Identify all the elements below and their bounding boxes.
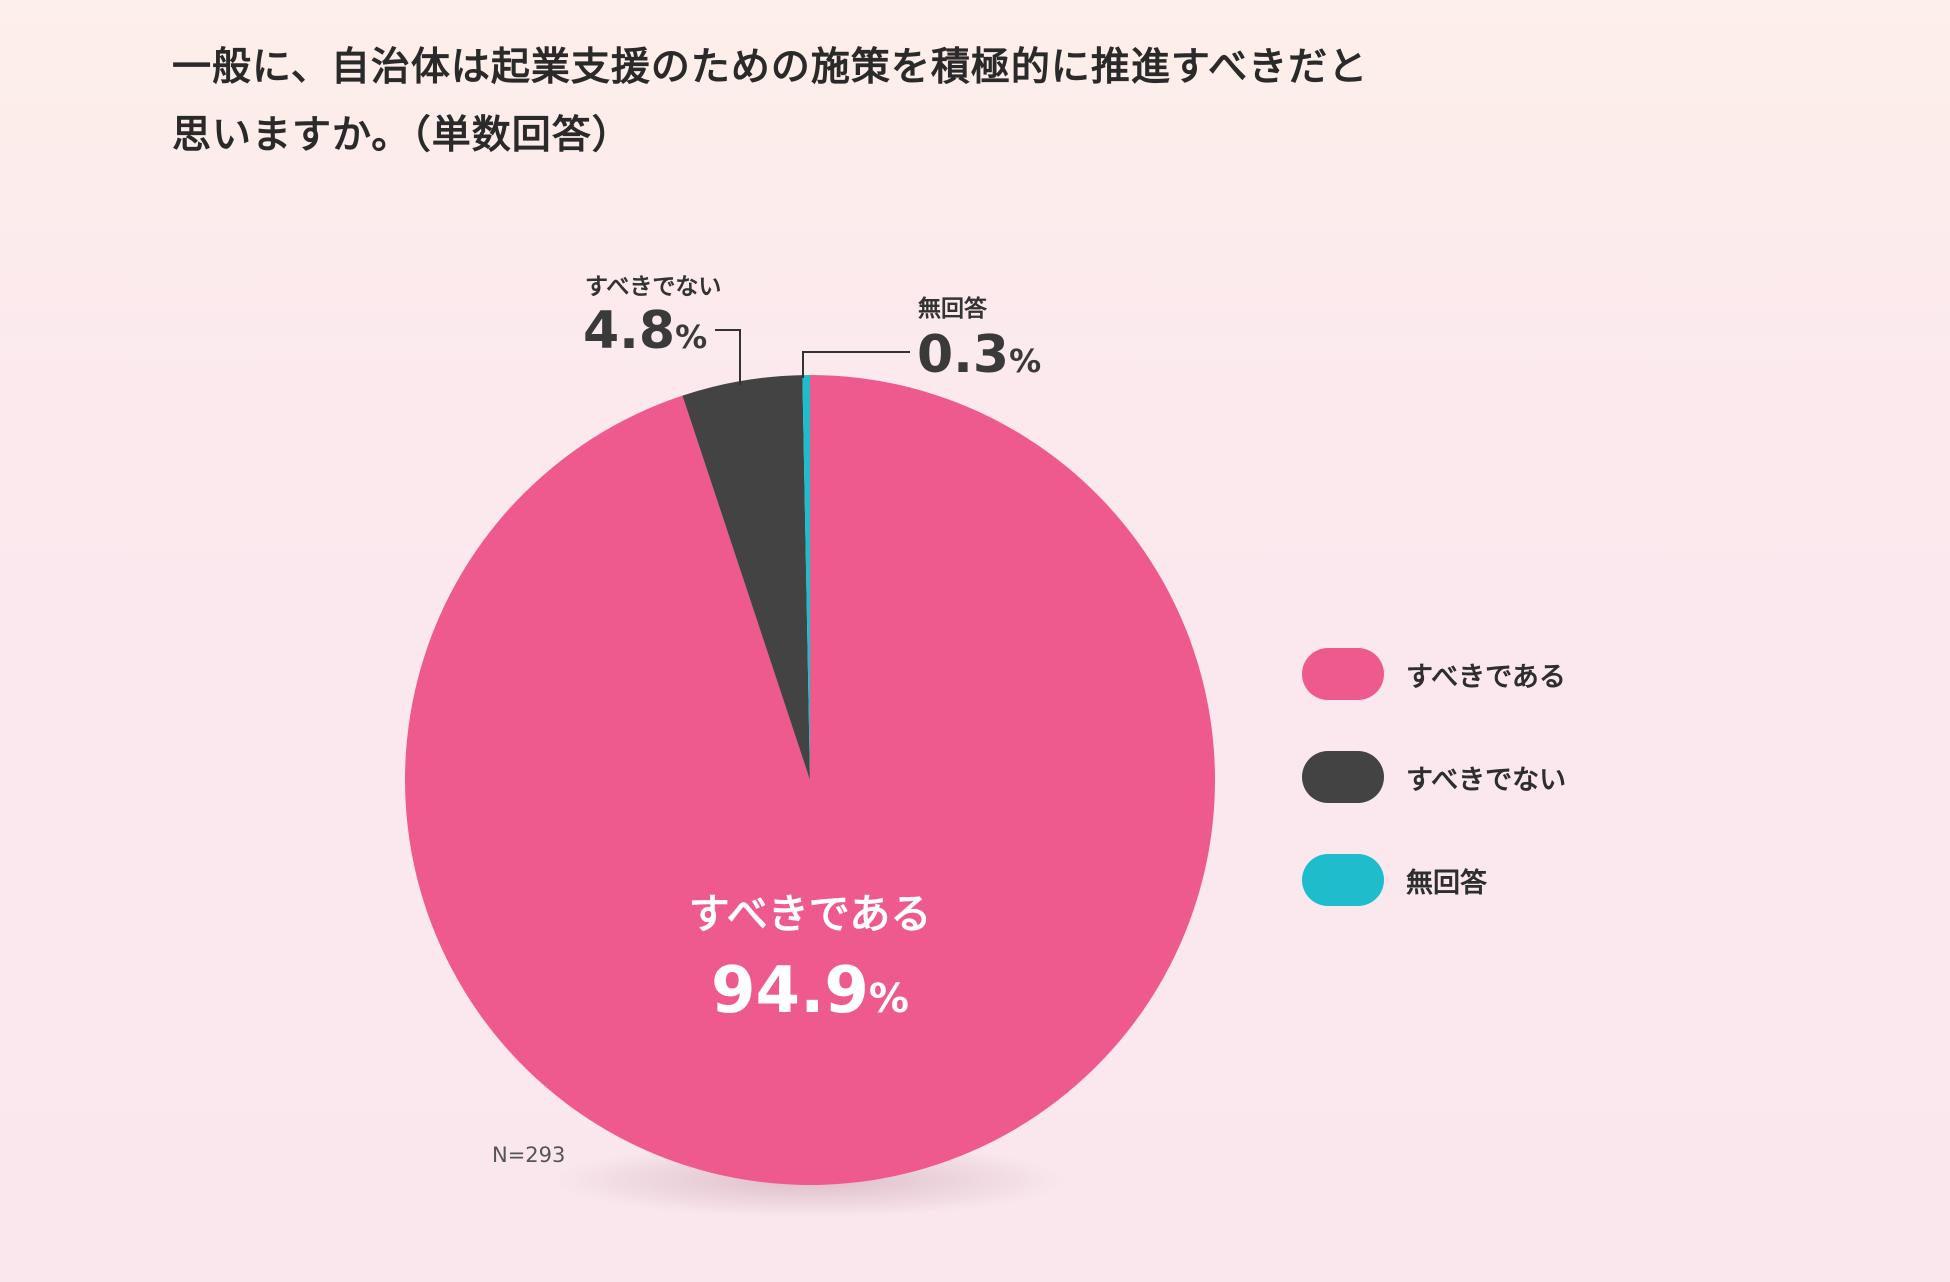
leader-line-na (802, 351, 910, 378)
label-yes-number: 94.9 (711, 954, 869, 1028)
legend-swatch-no (1302, 751, 1384, 803)
pie-slice-no (682, 375, 810, 780)
label-yes-unit: % (869, 976, 909, 1022)
pie-slices (405, 375, 1216, 1185)
label-no-unit: % (675, 318, 707, 356)
legend-label-no: すべきでない (1406, 764, 1567, 796)
legend-item-na: 無回答 (1302, 854, 1566, 906)
legend-item-yes: すべきである (1302, 648, 1566, 700)
label-yes-name: すべきである (689, 890, 932, 938)
sample-size-note: N=293 (492, 1143, 566, 1167)
label-na-name: 無回答 (918, 295, 988, 322)
legend: すべきである すべきでない 無回答 (1302, 648, 1566, 957)
label-yes-value: 94.9% (711, 954, 909, 1028)
legend-label-yes: すべきである (1406, 661, 1566, 693)
label-na-unit: % (1009, 342, 1041, 380)
title-line-2: 思いますか。（単数回答） (172, 113, 632, 158)
chart-title: 一般に、自治体は起業支援のための施策を積極的に推進すべきだと 思いますか。（単数… (172, 34, 1572, 170)
label-no-value: 4.8% (583, 301, 707, 361)
legend-item-no: すべきでない (1302, 751, 1566, 803)
pie-slice-yes (405, 375, 1216, 1185)
leader-line-no (715, 329, 741, 385)
label-na-value: 0.3% (917, 325, 1041, 385)
legend-swatch-yes (1302, 648, 1384, 700)
pie-slice-na (802, 375, 810, 780)
title-line-1: 一般に、自治体は起業支援のための施策を積極的に推進すべきだと (172, 45, 1369, 90)
legend-label-na: 無回答 (1406, 867, 1487, 899)
label-no-number: 4.8 (583, 301, 675, 361)
legend-swatch-na (1302, 854, 1384, 906)
label-no-name: すべきでない (585, 274, 721, 300)
label-na-number: 0.3 (917, 325, 1009, 385)
